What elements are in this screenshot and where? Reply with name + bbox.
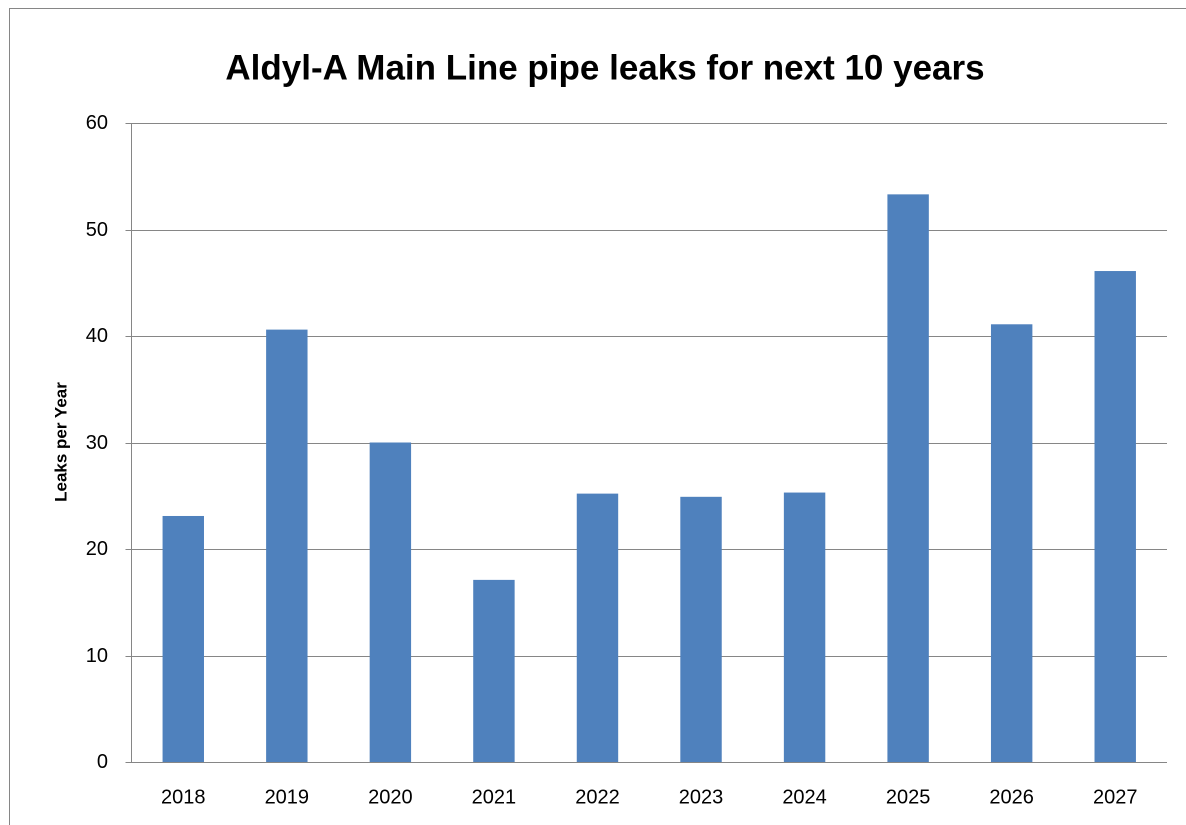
x-tick-label: 2022 [575,786,620,808]
x-tick-label: 2021 [472,786,517,808]
bar [369,442,412,762]
y-tick-label: 0 [97,751,108,773]
x-tick-label: 2024 [782,786,827,808]
bar [162,515,204,762]
bar [990,324,1033,762]
y-tick-label: 60 [86,112,108,134]
bar [887,194,929,763]
x-tick-label: 2025 [886,786,931,808]
bar [473,579,515,762]
bar [783,492,826,762]
bar [266,329,308,762]
y-tick-label: 10 [86,645,108,667]
x-tick-label: 2023 [679,786,724,808]
y-axis-label: Leaks per Year [51,382,70,502]
bar [680,496,722,762]
chart-title: Aldyl-A Main Line pipe leaks for next 10… [225,48,984,87]
x-tick-label: 2020 [368,786,413,808]
x-tick-label: 2019 [265,786,310,808]
bar [1094,271,1136,762]
x-tick-label: 2026 [989,786,1034,808]
y-tick-label: 50 [86,219,108,241]
y-tick-label: 40 [86,325,108,347]
y-tick-label: 30 [86,432,108,454]
x-tick-label: 2018 [161,786,206,808]
bar [576,493,619,762]
x-tick-label: 2027 [1093,786,1138,808]
y-tick-label: 20 [86,538,108,560]
